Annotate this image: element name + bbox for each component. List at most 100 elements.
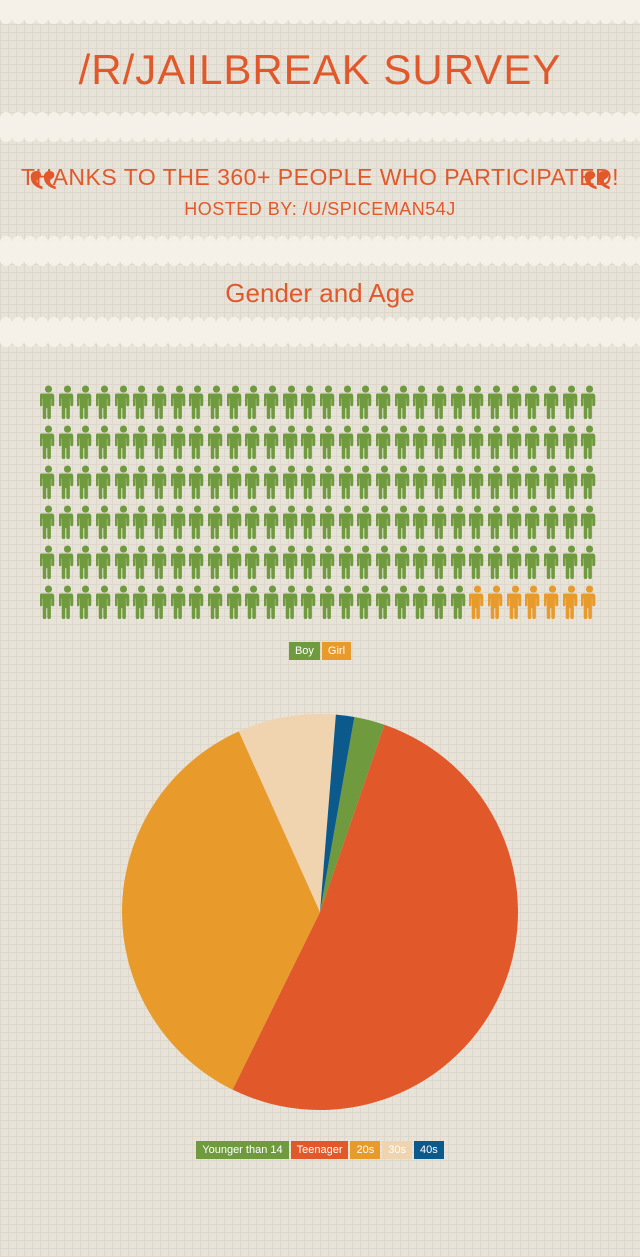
person-icon-boy xyxy=(40,505,59,539)
person-icon-boy xyxy=(208,425,227,459)
person-icon-boy xyxy=(413,505,432,539)
person-icon-boy xyxy=(301,585,320,619)
person-icon-boy xyxy=(469,465,488,499)
person-icon-boy xyxy=(283,425,302,459)
person-icon-boy xyxy=(413,465,432,499)
person-icon-boy xyxy=(507,545,526,579)
gender-legend: BoyGirl xyxy=(0,641,640,660)
person-icon-boy xyxy=(189,425,208,459)
person-icon-boy xyxy=(525,385,544,419)
person-icon-boy xyxy=(544,465,563,499)
person-icon-boy xyxy=(96,465,115,499)
decorative-band-3 xyxy=(0,242,640,260)
person-icon-boy xyxy=(301,385,320,419)
person-icon-boy xyxy=(227,545,246,579)
person-icon-boy xyxy=(544,545,563,579)
person-icon-boy xyxy=(59,425,78,459)
person-icon-boy xyxy=(507,465,526,499)
person-icon-boy xyxy=(59,545,78,579)
person-icon-boy xyxy=(77,585,96,619)
legend-item-30s: 30s xyxy=(382,1141,412,1159)
person-icon-boy xyxy=(563,545,582,579)
person-icon-boy xyxy=(357,545,376,579)
person-icon-boy xyxy=(96,585,115,619)
person-icon-boy xyxy=(245,505,264,539)
person-icon-boy xyxy=(133,545,152,579)
person-icon-boy xyxy=(320,545,339,579)
legend-item-teenager: Teenager xyxy=(291,1141,349,1159)
person-icon-boy xyxy=(451,505,470,539)
person-icon-boy xyxy=(357,385,376,419)
person-icon-boy xyxy=(320,505,339,539)
person-icon-boy xyxy=(432,585,451,619)
person-icon-boy xyxy=(189,545,208,579)
person-icon-boy xyxy=(283,465,302,499)
person-icon-boy xyxy=(544,425,563,459)
person-icon-boy xyxy=(133,385,152,419)
person-icon-boy xyxy=(96,425,115,459)
gender-pictograph xyxy=(40,385,600,619)
person-icon-boy xyxy=(413,385,432,419)
person-icon-boy xyxy=(96,505,115,539)
person-icon-boy xyxy=(264,545,283,579)
person-icon-boy xyxy=(171,505,190,539)
person-icon-boy xyxy=(115,505,134,539)
person-icon-boy xyxy=(544,505,563,539)
person-icon-boy xyxy=(77,465,96,499)
person-icon-boy xyxy=(451,545,470,579)
person-icon-boy xyxy=(320,585,339,619)
person-icon-boy xyxy=(320,425,339,459)
person-icon-boy xyxy=(451,425,470,459)
person-icon-boy xyxy=(357,425,376,459)
person-icon-boy xyxy=(507,385,526,419)
person-icon-boy xyxy=(40,585,59,619)
person-icon-boy xyxy=(451,585,470,619)
person-icon-girl xyxy=(525,585,544,619)
person-icon-girl xyxy=(507,585,526,619)
person-icon-boy xyxy=(115,425,134,459)
person-icon-boy xyxy=(413,545,432,579)
person-icon-boy xyxy=(208,545,227,579)
person-icon-boy xyxy=(171,425,190,459)
decorative-band-top xyxy=(0,0,640,18)
person-icon-boy xyxy=(264,465,283,499)
age-legend: Younger than 14Teenager20s30s40s xyxy=(0,1140,640,1159)
person-icon-boy xyxy=(581,545,600,579)
person-icon-boy xyxy=(115,465,134,499)
person-icon-boy xyxy=(339,425,358,459)
person-icon-boy xyxy=(357,505,376,539)
person-icon-boy xyxy=(245,385,264,419)
person-icon-boy xyxy=(469,545,488,579)
person-icon-boy xyxy=(152,585,171,619)
person-icon-boy xyxy=(376,545,395,579)
person-icon-boy xyxy=(227,425,246,459)
person-icon-boy xyxy=(59,385,78,419)
person-icon-boy xyxy=(525,505,544,539)
person-icon-boy xyxy=(339,585,358,619)
person-icon-boy xyxy=(189,505,208,539)
person-icon-boy xyxy=(283,585,302,619)
person-icon-boy xyxy=(283,505,302,539)
person-icon-boy xyxy=(264,585,283,619)
person-icon-boy xyxy=(152,385,171,419)
person-icon-boy xyxy=(432,505,451,539)
person-icon-boy xyxy=(339,385,358,419)
person-icon-boy xyxy=(469,505,488,539)
person-icon-boy xyxy=(507,425,526,459)
person-icon-boy xyxy=(301,545,320,579)
person-icon-boy xyxy=(227,585,246,619)
person-icon-boy xyxy=(376,385,395,419)
person-icon-boy xyxy=(357,585,376,619)
person-icon-boy xyxy=(152,545,171,579)
person-icon-boy xyxy=(301,505,320,539)
person-icon-boy xyxy=(339,545,358,579)
person-icon-boy xyxy=(77,385,96,419)
person-icon-boy xyxy=(208,465,227,499)
person-icon-boy xyxy=(40,385,59,419)
person-icon-boy xyxy=(563,425,582,459)
person-icon-boy xyxy=(376,585,395,619)
age-pie-chart xyxy=(120,712,520,1112)
quote-icon-left: ” xyxy=(28,176,58,206)
person-icon-boy xyxy=(189,465,208,499)
person-icon-boy xyxy=(376,425,395,459)
